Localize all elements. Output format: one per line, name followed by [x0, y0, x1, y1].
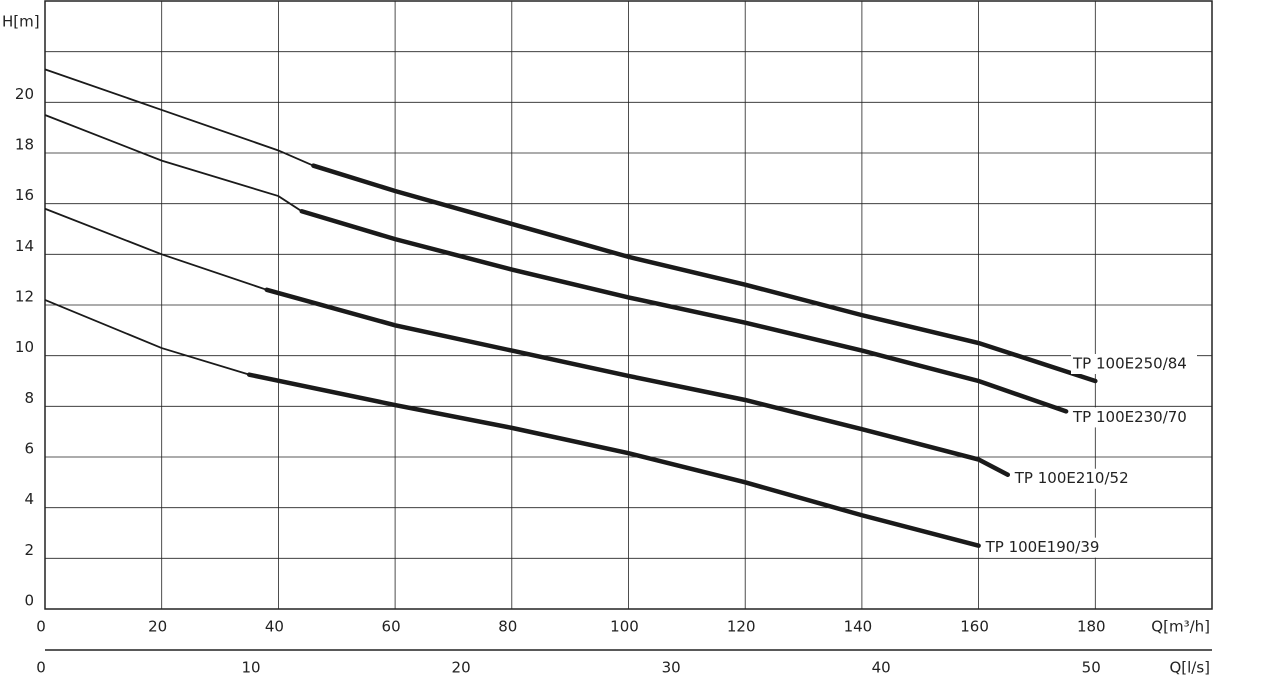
curve [44, 207, 1009, 476]
x-tick-label: 60 [382, 618, 401, 636]
y-tick-label: 6 [24, 440, 34, 458]
y-tick-label: 10 [15, 338, 34, 356]
x2-tick-label: 50 [1082, 659, 1101, 677]
y-tick-label: 2 [24, 541, 34, 559]
y-tick-label: 4 [24, 490, 34, 508]
y-tick-label: 16 [15, 186, 34, 204]
x-tick-label: 100 [610, 618, 639, 636]
x-tick-label: 20 [148, 618, 167, 636]
x-tick-label: 80 [498, 618, 517, 636]
x2-tick-label: 0 [36, 659, 46, 677]
series-label: TP 100E210/52 [1014, 469, 1129, 487]
series-label: TP 100E250/84 [1072, 355, 1187, 373]
label-bg [1012, 468, 1139, 489]
x-tick-label: 40 [265, 618, 284, 636]
curve [44, 114, 1067, 413]
y-axis-label: H[m] [2, 13, 40, 31]
y-tick-label: 8 [24, 389, 34, 407]
series-label: TP 100E190/39 [985, 538, 1100, 556]
x2-axis-label: Q[l/s] [1169, 659, 1210, 677]
duty-curve [299, 209, 1069, 414]
x2-tick-label: 40 [872, 659, 891, 677]
y-tick-label: 12 [15, 288, 34, 306]
x2-tick-label: 30 [662, 659, 681, 677]
label-bg [1071, 407, 1197, 428]
duty-curve [264, 287, 1011, 477]
duty-curve [246, 372, 981, 548]
x-tick-label: 140 [844, 618, 873, 636]
x2-tick-label: 10 [241, 659, 260, 677]
series-label: TP 100E230/70 [1072, 408, 1187, 426]
y-tick-label: 14 [15, 237, 34, 255]
y-tick-label: 20 [15, 85, 34, 103]
y-tick-label: 0 [24, 592, 34, 610]
duty-curve [311, 163, 1098, 384]
x2-tick-label: 20 [452, 659, 471, 677]
label-bg [1071, 354, 1197, 374]
y-tick-label: 18 [15, 136, 34, 154]
label-bg [983, 537, 1110, 558]
x-tick-label: 120 [727, 618, 756, 636]
x-tick-label: 0 [36, 618, 46, 636]
x-tick-label: 180 [1077, 618, 1106, 636]
x-axis-label: Q[m³/h] [1151, 618, 1210, 636]
x-tick-label: 160 [960, 618, 989, 636]
plot-frame [44, 0, 1213, 610]
